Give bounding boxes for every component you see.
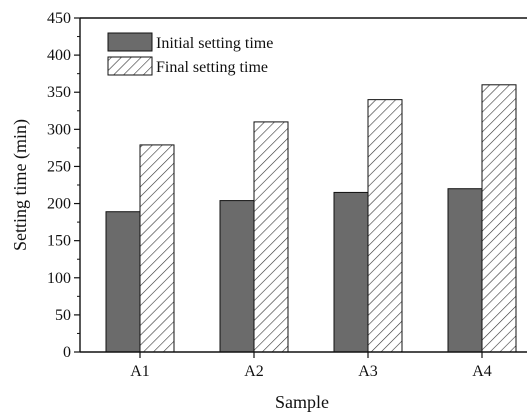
bar-final-A2 bbox=[253, 121, 289, 353]
bars-group bbox=[105, 84, 517, 353]
y-tick-label: 250 bbox=[47, 158, 71, 175]
y-tick-label: 0 bbox=[63, 344, 71, 361]
y-axis-ticks: 0 50 100 150 200 250 300 350 400 450 bbox=[47, 10, 80, 361]
bar-initial-A1 bbox=[105, 211, 141, 353]
legend-swatch-initial bbox=[107, 32, 153, 52]
y-tick-label: 50 bbox=[55, 307, 71, 324]
legend-label-final: Final setting time bbox=[156, 59, 268, 76]
y-axis-label: Setting time (min) bbox=[10, 119, 31, 251]
bar-final-A4 bbox=[481, 84, 517, 353]
x-axis-ticks: A1 A2 A3 A4 bbox=[130, 352, 492, 380]
y-tick-label: 200 bbox=[47, 196, 71, 213]
legend: Initial setting time Final setting time bbox=[107, 32, 273, 76]
bar-initial-A2 bbox=[219, 200, 255, 353]
y-tick-label: 450 bbox=[47, 10, 71, 27]
x-tick-label: A3 bbox=[358, 363, 378, 380]
y-tick-label: 150 bbox=[47, 233, 71, 250]
legend-label-initial: Initial setting time bbox=[156, 35, 273, 52]
x-axis-label: Sample bbox=[275, 392, 329, 412]
legend-swatch-final bbox=[107, 56, 153, 76]
x-tick-label: A2 bbox=[244, 363, 264, 380]
y-tick-label: 300 bbox=[47, 121, 71, 138]
y-tick-label: 100 bbox=[47, 270, 71, 287]
x-tick-label: A1 bbox=[130, 363, 150, 380]
bar-final-A3 bbox=[367, 99, 403, 353]
bar-final-A1 bbox=[139, 144, 175, 353]
y-tick-label: 350 bbox=[47, 84, 71, 101]
bar-initial-A3 bbox=[333, 191, 369, 353]
x-tick-label: A4 bbox=[472, 363, 492, 380]
bar-initial-A4 bbox=[447, 188, 483, 353]
y-tick-label: 400 bbox=[47, 47, 71, 64]
